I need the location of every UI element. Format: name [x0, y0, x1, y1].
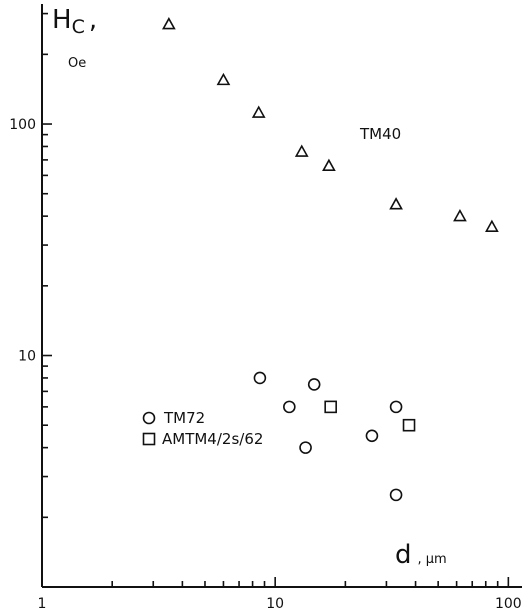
data-point-circle — [365, 429, 379, 443]
data-point-circle — [389, 488, 403, 502]
data-point-square — [402, 418, 416, 432]
data-point-circle — [307, 378, 321, 391]
y-axis-unit: Oe — [68, 56, 86, 71]
data-point-circle — [389, 400, 403, 414]
data-point-triangle — [389, 197, 403, 210]
x-axis-unit: , μm — [418, 552, 447, 567]
data-point-circle — [299, 441, 312, 454]
legend-label-tm72: TM72 — [163, 409, 205, 427]
series-annotation-tm40: TM40 — [359, 125, 401, 143]
data-point-triangle — [294, 144, 309, 157]
legend-marker-square — [142, 432, 156, 446]
y-tick-label: 100 — [9, 117, 36, 133]
data-points — [162, 17, 499, 502]
y-axis-symbol: H — [52, 5, 72, 35]
axis-ticks — [41, 12, 510, 588]
tick-labels: 1 10 100 10 100 — [9, 117, 521, 612]
data-point-triangle — [251, 105, 266, 118]
x-tick-label: 1 — [38, 596, 47, 612]
data-point-square — [324, 400, 337, 414]
x-tick-label: 100 — [495, 596, 522, 612]
y-axis-subscript: C — [72, 16, 85, 38]
data-point-circle — [283, 400, 296, 414]
x-axis-title: d , μm — [395, 540, 447, 570]
data-point-circle — [253, 371, 267, 385]
x-axis-symbol: d — [395, 540, 412, 570]
data-point-triangle — [453, 208, 467, 222]
x-tick-label: 10 — [266, 596, 284, 612]
legend-label-amtm: AMTM4/2s/62 — [162, 430, 263, 448]
y-axis-title: HC, — [52, 5, 97, 38]
data-point-triangle — [485, 219, 499, 232]
legend-marker-circle — [142, 411, 156, 425]
data-point-triangle — [216, 72, 231, 86]
legend: TM72 AMTM4/2s/62 — [142, 409, 263, 448]
y-axis-comma: , — [89, 5, 97, 35]
data-point-triangle — [162, 17, 176, 30]
data-point-triangle — [322, 158, 336, 172]
y-tick-label: 10 — [18, 349, 36, 365]
